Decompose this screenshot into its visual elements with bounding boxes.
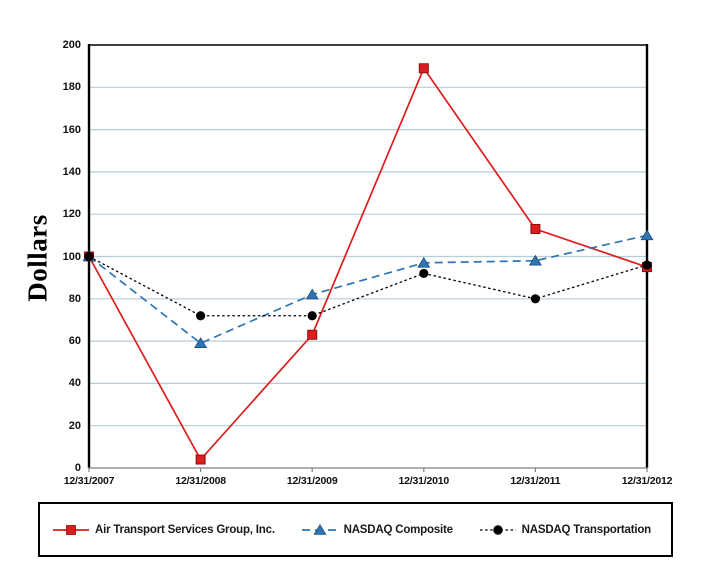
data-point-circle [642,260,652,270]
legend-marker-circle [479,524,516,535]
y-tick-label: 60 [68,335,81,348]
data-point-triangle [305,288,319,300]
series-line-circle [88,255,648,317]
y-tick-label: 20 [68,419,81,432]
y-tick-label: 120 [62,208,81,221]
x-tick-label: 12/31/2008 [175,475,226,487]
data-point-square [195,454,206,465]
chart-legend: Air Transport Services Group, Inc. NASDAQ… [38,502,673,557]
y-tick-label: 100 [62,250,81,263]
y-tick-label: 140 [62,165,81,178]
data-point-square [307,329,318,340]
y-tick-label: 200 [62,39,81,51]
data-point-circle [419,268,429,279]
data-point-triangle [417,256,431,268]
data-point-circle [530,294,541,304]
legend-marker-square [53,524,89,535]
data-point-square [530,224,541,235]
data-point-circle [307,311,317,321]
data-point-triangle [640,229,654,241]
legend-item: NASDAQ Composite [301,523,453,537]
x-tick-label: 12/31/2009 [286,475,338,487]
legend-item: NASDAQ Transportation [479,523,651,537]
legend-marker-triangle [301,523,338,535]
x-tick-label: 12/31/2007 [63,475,115,487]
y-tick-label: 40 [68,377,81,390]
data-point-triangle [528,254,542,266]
legend-label: Air Transport Services Group, Inc. [95,523,275,536]
series-line-triangle [88,234,648,345]
data-point-triangle [194,337,208,349]
y-tick-label: 0 [74,462,81,474]
y-tick-label: 160 [62,123,81,136]
data-point-square [418,63,429,74]
legend-item: Air Transport Services Group, Inc. [52,523,275,537]
legend-label: NASDAQ Composite [343,523,453,536]
series-line-square [88,66,648,462]
x-tick-label: 12/31/2011 [510,475,561,487]
x-tick-label: 12/31/2010 [398,475,450,487]
y-tick-label: 180 [62,81,81,94]
data-point-circle [196,311,206,321]
x-tick-label: 12/31/2012 [621,475,673,487]
legend-label: NASDAQ Transportation [521,523,652,536]
y-tick-label: 80 [68,292,81,305]
data-point-circle [84,251,94,262]
